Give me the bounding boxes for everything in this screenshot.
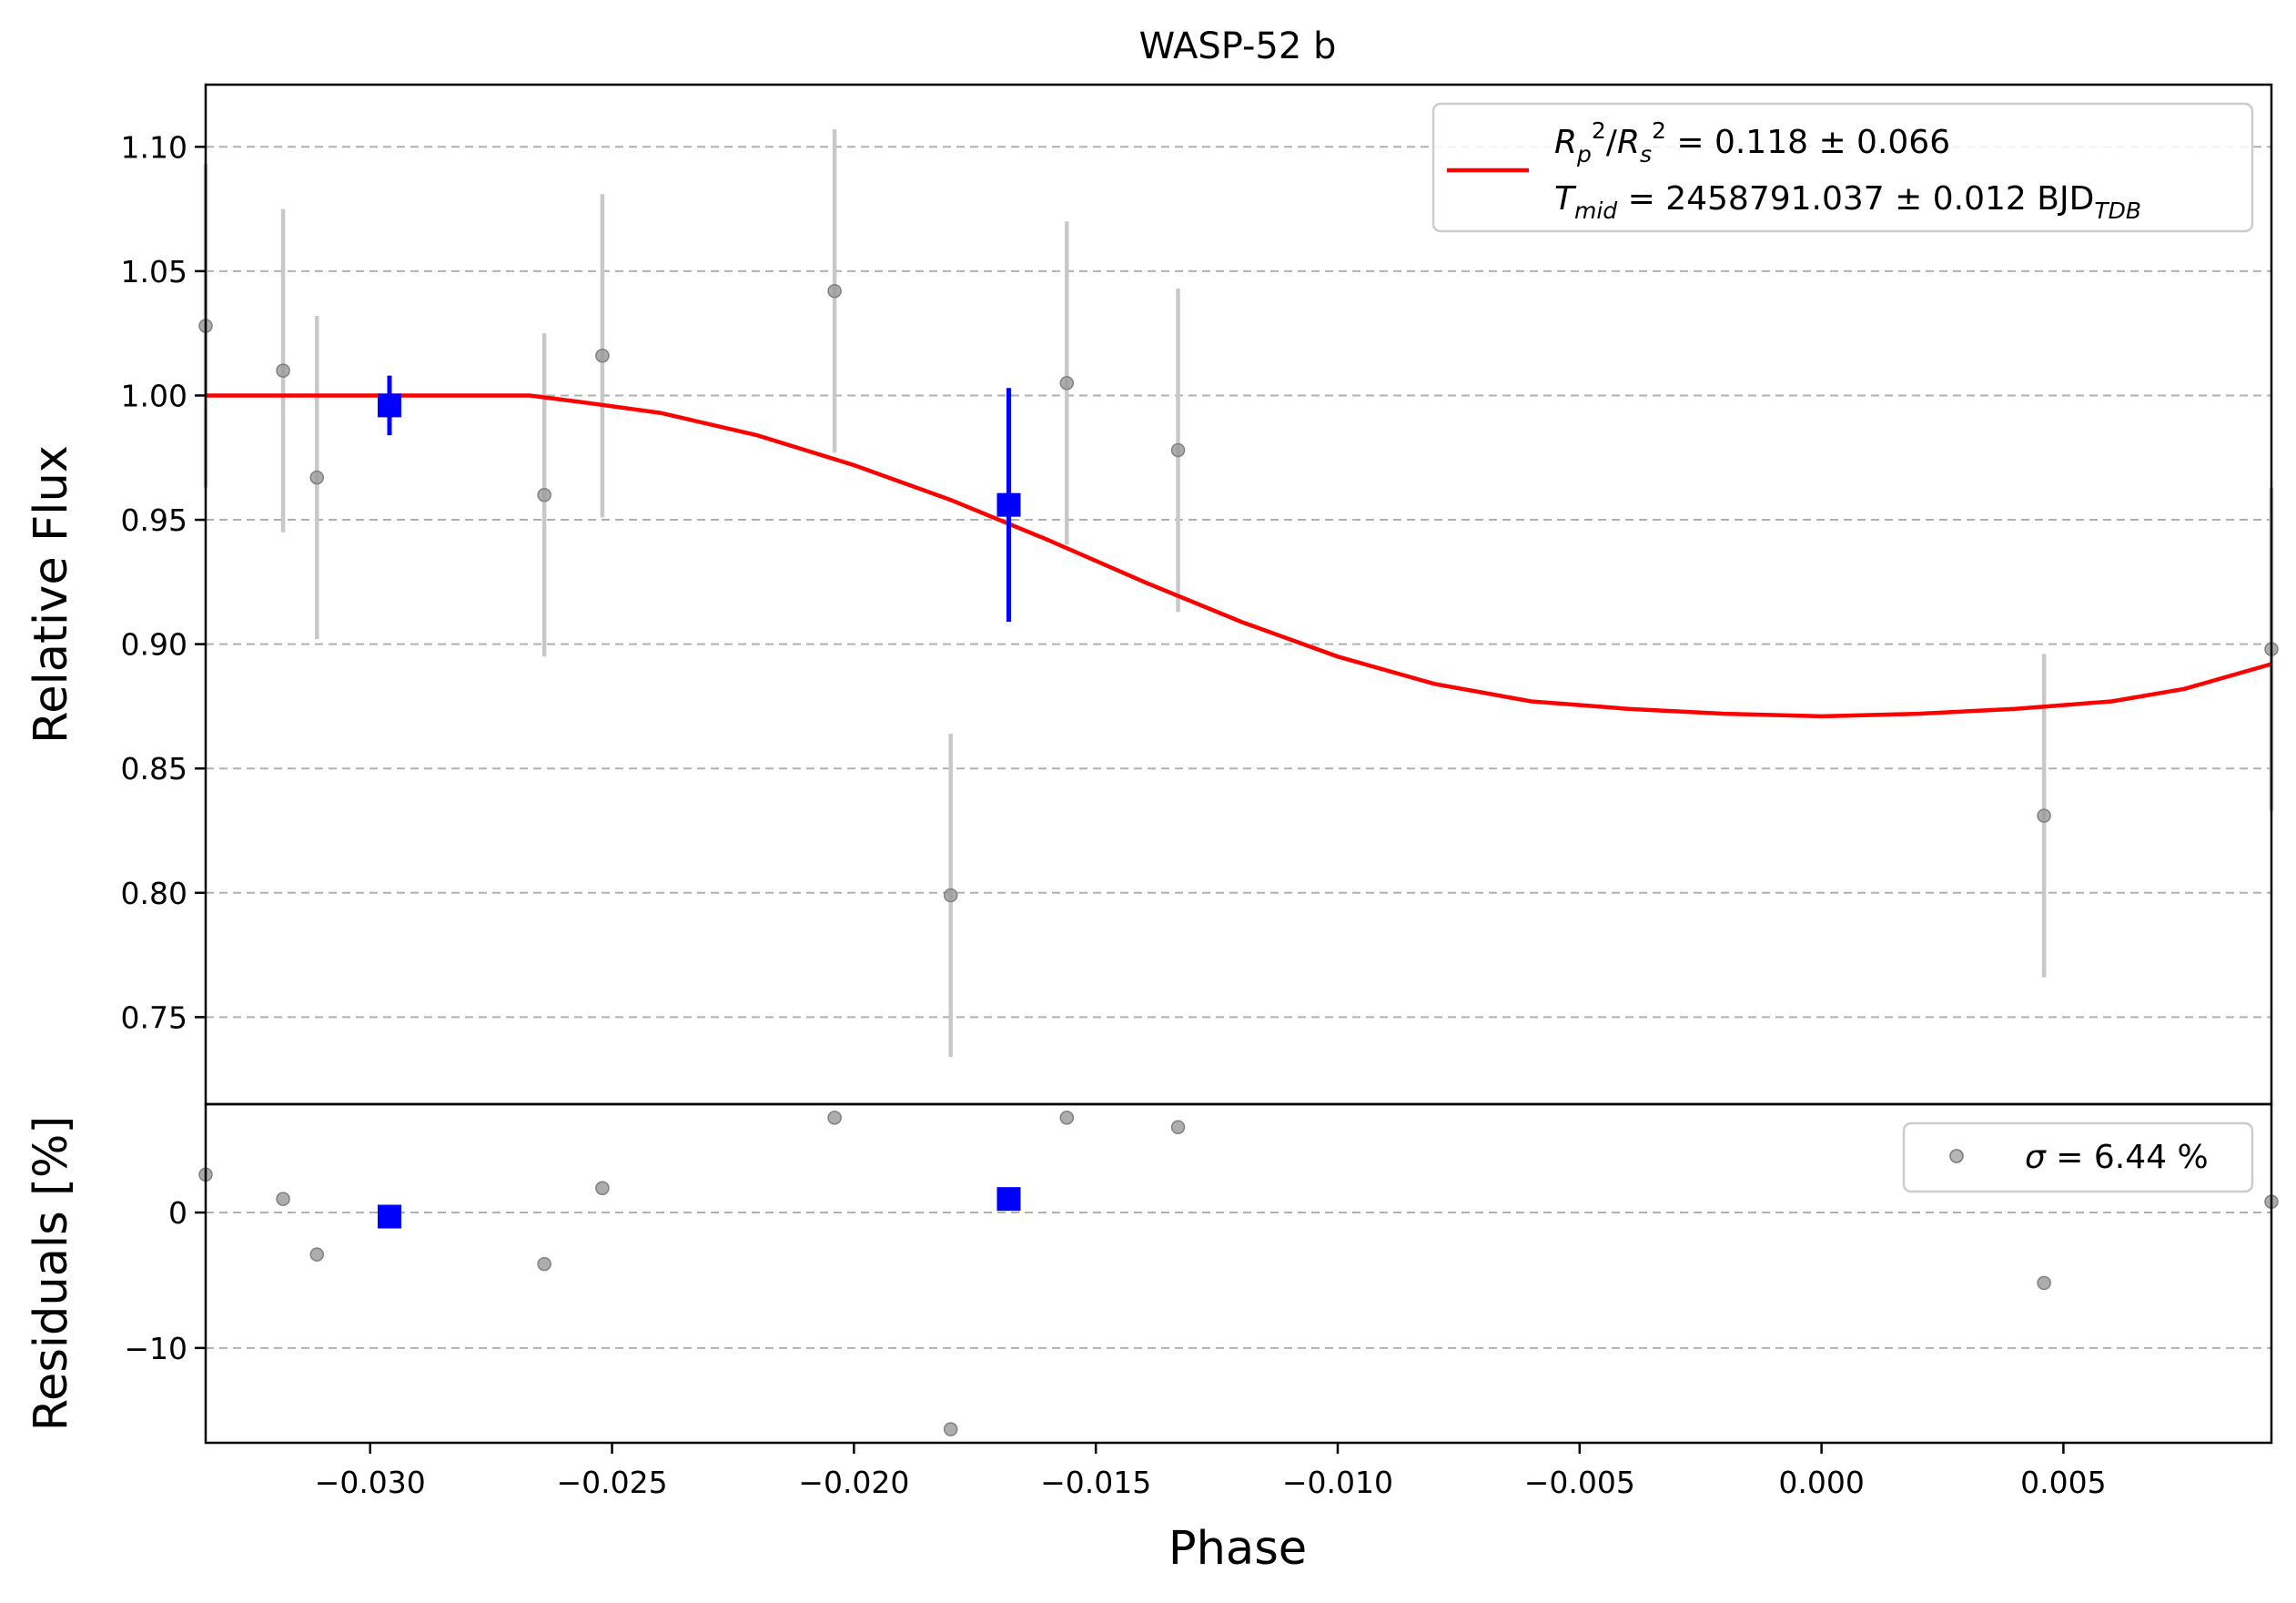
raw-residual-point [1170,1120,1186,1135]
raw-flux-point [309,470,325,485]
residuals-legend-box [1902,1121,2254,1193]
flux-raw-points [198,129,2279,1058]
raw-flux-point [827,283,842,299]
flux-y-tick-label: 0.80 [121,876,187,911]
x-tick-label: −0.015 [1040,1465,1151,1500]
residuals-legend-sigma-label: σ = 6.44 % [2025,1139,2209,1176]
x-tick-label: −0.010 [1282,1465,1393,1500]
flux-legend-tmid-label: Tmid = 2458791.037 ± 0.012 BJDTDB [1554,180,2141,224]
residuals-raw-points [198,1111,2279,1436]
flux-y-axis-title: Relative Flux [25,445,78,744]
flux-y-tick-label: 1.05 [121,254,187,289]
flux-y-tick-label: 1.00 [121,378,187,413]
flux-legend-box [1431,102,2254,233]
raw-flux-point [537,487,551,502]
raw-flux-point [1059,376,1075,391]
binned-flux-point [996,492,1021,517]
x-tick-label: −0.025 [556,1465,667,1500]
binned-flux-point [378,393,402,418]
x-tick-label: −0.030 [315,1465,426,1500]
raw-residual-point [827,1111,842,1125]
x-tick-label: 0.005 [2020,1465,2106,1500]
flux-y-tick-label: 0.85 [121,751,187,786]
residuals-panel: −10 0 Residuals [%] σ = 6.44 % [25,1102,2279,1445]
residuals-legend: σ = 6.44 % [1902,1121,2254,1193]
raw-flux-point [943,888,958,903]
flux-y-tick-label: 0.90 [121,627,187,663]
residuals-y-axis-title: Residuals [%] [25,1116,78,1431]
flux-legend-depth-label: Rp2/Rs2 = 0.118 ± 0.066 [1554,117,1950,167]
raw-residual-point [595,1181,610,1196]
chart-title: WASP-52 b [1139,25,1337,67]
residuals-legend-marker [1949,1149,1964,1163]
flux-panel: 0.75 0.80 0.85 0.90 0.95 1.00 1.05 1.10 Relativ… [25,83,2279,1106]
flux-y-tick-label: 1.10 [121,129,187,165]
residuals-binned-points [378,1187,1021,1229]
flux-y-tick-label: 0.75 [121,999,187,1035]
residuals-axes-frame [204,1102,2273,1445]
flux-y-ticks: 0.75 0.80 0.85 0.90 0.95 1.00 1.05 1.10 [121,129,206,1035]
raw-residual-point [2037,1275,2051,1291]
residuals-gridlines [206,1212,2271,1349]
raw-residual-point [537,1256,551,1272]
raw-flux-point [276,363,290,378]
binned-residual-point [996,1187,1021,1212]
flux-binned-points [378,375,1021,623]
raw-residual-point [276,1192,290,1206]
x-tick-label: 0.000 [1778,1465,1864,1500]
x-tick-label: −0.020 [798,1465,909,1500]
residuals-y-tick-label: 0 [168,1195,187,1231]
binned-residual-point [378,1204,402,1229]
raw-residual-point [309,1247,325,1262]
residuals-y-tick-label: −10 [124,1331,187,1366]
raw-residual-point [943,1422,958,1436]
flux-legend: Rp2/Rs2 = 0.118 ± 0.066 Tmid = 2458791.0… [1431,102,2254,233]
raw-flux-point [1170,442,1186,458]
raw-flux-point [595,349,610,363]
x-ticks: −0.030 −0.025 −0.020 −0.015 −0.010 −0.005 0.00… [315,1443,2107,1500]
transit-model-curve [206,393,2272,719]
raw-residual-point [1059,1111,1075,1125]
x-axis-title: Phase [1168,1522,1307,1576]
residuals-y-ticks: −10 0 [124,1195,206,1366]
flux-y-tick-label: 0.95 [121,502,187,538]
x-tick-label: −0.005 [1524,1465,1635,1500]
raw-flux-point [2037,808,2051,823]
